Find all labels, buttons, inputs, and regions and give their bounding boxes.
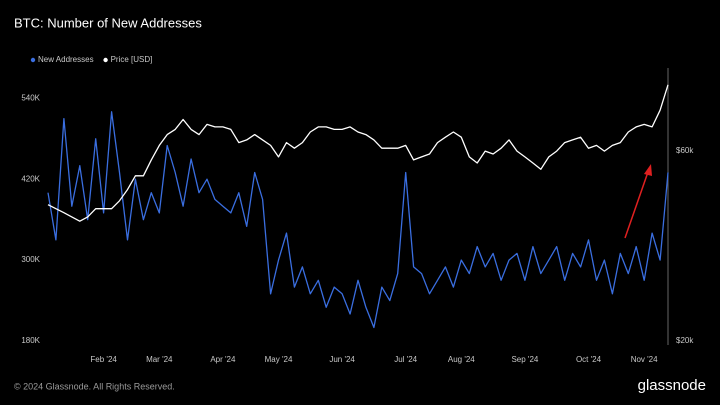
x-tick-label: Oct '24 [576,355,602,364]
legend-label: Price [USD] [111,55,153,64]
y-tick-label: 180K [21,336,40,345]
y-tick-label: 420K [21,174,40,183]
y2-tick-label: $60k [676,146,694,155]
x-tick-label: Jun '24 [329,355,355,364]
x-tick-label: Aug '24 [448,355,475,364]
arrow-annotation [624,164,652,239]
x-tick-label: Feb '24 [90,355,117,364]
x-tick-label: May '24 [265,355,293,364]
legend-label: New Addresses [38,55,94,64]
legend-marker [30,57,36,63]
x-tick-label: Nov '24 [631,355,658,364]
y-tick-label: 300K [21,255,40,264]
chart-title: BTC: Number of New Addresses [14,15,202,30]
y2-tick-label: $20k [676,336,694,345]
plot-area [47,84,669,329]
x-tick-label: Jul '24 [394,355,417,364]
x-tick-label: Apr '24 [210,355,236,364]
brand-logo: glassnode [638,377,706,394]
y-tick-label: 540K [21,93,40,102]
data-line [47,84,669,222]
x-tick-label: Sep '24 [511,355,538,364]
legend-marker [103,57,108,63]
x-tick-label: Mar '24 [146,355,173,364]
footer: © 2024 Glassnode. All Rights Reserved. [14,381,175,391]
data-line [47,111,669,329]
